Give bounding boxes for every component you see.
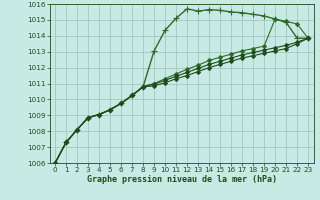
X-axis label: Graphe pression niveau de la mer (hPa): Graphe pression niveau de la mer (hPa) <box>87 175 276 184</box>
